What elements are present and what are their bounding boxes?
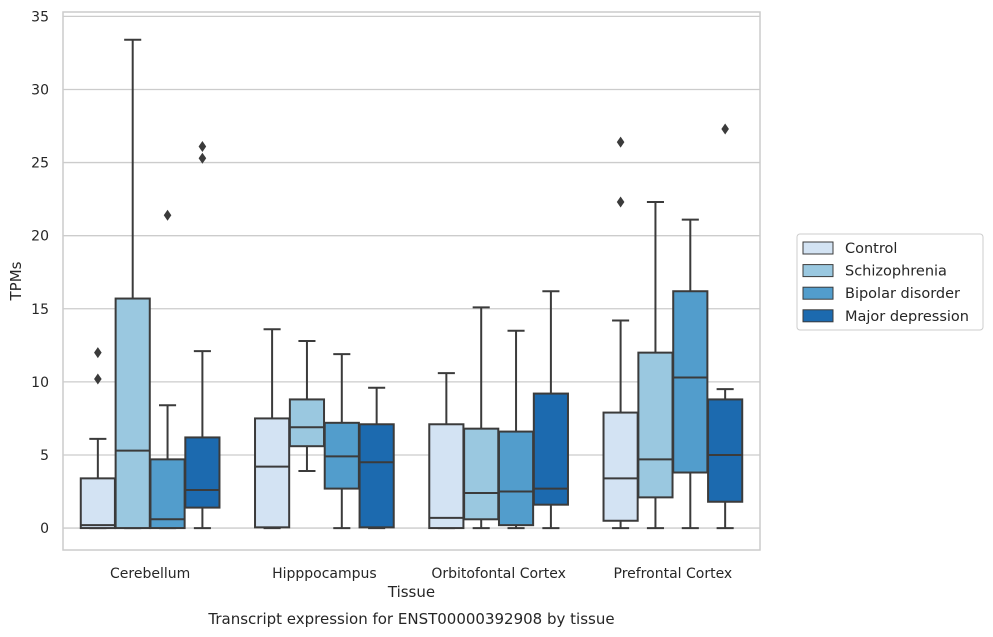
box (428, 423, 465, 530)
x-tick-labels: Cerebellum Hipppocampus Orbitofontal Corte… (110, 566, 732, 582)
y-tick-label: 20 (31, 229, 49, 245)
y-tick-label: 15 (31, 302, 49, 318)
box (288, 398, 326, 448)
legend-swatch (802, 309, 834, 323)
box-group (637, 201, 674, 530)
box-group (323, 353, 360, 530)
box (358, 423, 395, 529)
legend: Control Schizophrenia Bipolar disorder Majo… (796, 233, 984, 331)
box (114, 297, 151, 530)
box-group (149, 209, 186, 530)
plot-frame (62, 11, 761, 551)
outlier-point (94, 373, 102, 385)
y-tick-label: 35 (31, 9, 49, 25)
x-tick-label: Orbitofontal Cortex (431, 566, 566, 582)
box (637, 351, 674, 499)
y-tick-label: 10 (31, 375, 49, 391)
box-group (672, 218, 709, 530)
box-group (254, 328, 291, 530)
y-tick-label: 0 (40, 521, 49, 537)
legend-label: Bipolar disorder (845, 286, 960, 302)
box (463, 427, 500, 521)
box (672, 290, 709, 474)
box-group (288, 339, 326, 473)
box-group (428, 372, 465, 530)
x-axis-label: Tissue (387, 583, 435, 601)
legend-swatch (802, 286, 834, 300)
outlier-point (163, 209, 172, 221)
y-tick-label: 25 (31, 156, 49, 172)
outlier-point (198, 141, 207, 152)
box-group (184, 141, 221, 530)
box-group (532, 290, 569, 530)
box-group (497, 329, 535, 530)
x-tick-label: Hipppocampus (272, 566, 377, 582)
box-group (707, 123, 744, 530)
box (497, 430, 535, 527)
legend-frame (796, 233, 984, 331)
box (602, 411, 639, 522)
box-group (114, 38, 151, 530)
box (254, 417, 291, 529)
y-tick-labels: 0 5 10 15 20 25 30 35 (31, 9, 49, 537)
chart-caption: Transcript expression for ENST0000039290… (207, 610, 614, 628)
outlier-point (616, 136, 625, 148)
outlier-point (198, 152, 207, 164)
legend-label: Schizophrenia (845, 264, 947, 280)
legend-label: Control (845, 241, 897, 257)
boxes (79, 38, 744, 530)
x-tick-label: Prefrontal Cortex (614, 566, 733, 582)
box-group (602, 136, 639, 530)
box (149, 458, 186, 530)
y-tick-label: 5 (40, 448, 49, 464)
box-group (79, 347, 116, 530)
legend-swatch (802, 241, 834, 255)
outlier-point (721, 123, 729, 135)
box (532, 392, 569, 506)
x-tick-label: Cerebellum (110, 566, 190, 582)
y-axis-label: TPMs (7, 261, 25, 301)
outlier-point (616, 196, 625, 208)
y-tick-label: 30 (31, 82, 49, 98)
outlier-point (94, 347, 102, 359)
box (184, 436, 221, 509)
box (79, 477, 116, 530)
legend-label: Major depression (845, 309, 969, 325)
box-group (358, 386, 395, 530)
legend-swatch (802, 264, 834, 278)
grid (63, 15, 760, 529)
box (707, 398, 744, 503)
box-group (463, 306, 500, 530)
